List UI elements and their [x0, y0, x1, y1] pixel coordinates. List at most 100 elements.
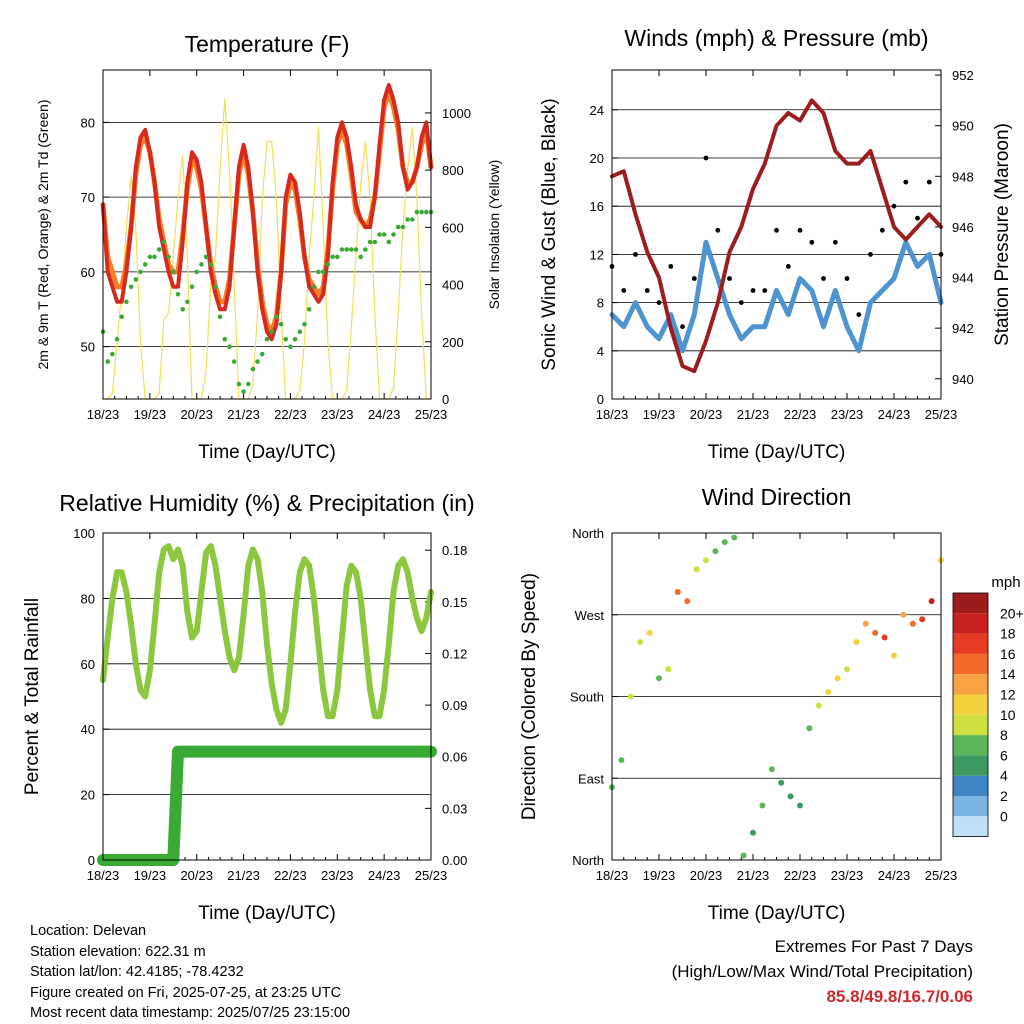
wind-direction-point — [759, 802, 766, 809]
dewpoint-point — [264, 336, 270, 342]
dewpoint-point — [316, 269, 321, 275]
y2-tick-label: 0.12 — [442, 646, 467, 661]
gust-point — [656, 300, 662, 305]
dewpoint-point — [292, 336, 298, 342]
station-info: Location: Delevan Station elevation: 622… — [30, 921, 350, 1024]
extremes-subtitle: (High/Low/Max Wind/Total Precipitation) — [671, 962, 973, 981]
gust-point — [868, 252, 873, 257]
wind-direction-point — [909, 620, 916, 627]
dewpoint-point — [185, 299, 190, 305]
legend-label: 14 — [1000, 666, 1016, 682]
dewpoint-point — [217, 314, 223, 320]
x-tick-label: 22/23 — [784, 407, 817, 422]
wind-direction-point — [806, 725, 813, 732]
panel-1: Temperature (F) Time (Day/UTC) 18/23 19/23 2… — [35, 31, 502, 463]
x-tick-label: 21/23 — [227, 868, 260, 883]
x-tick-label: 24/23 — [878, 407, 911, 422]
y-tick-label: 24 — [590, 103, 604, 118]
dewpoint-point — [410, 217, 415, 222]
y2-tick-label: 944 — [952, 271, 974, 286]
legend-label: 4 — [1000, 768, 1008, 784]
gust-point — [738, 300, 744, 305]
dewpoint-point — [133, 277, 139, 282]
gust-point — [903, 179, 909, 185]
wind-direction-point — [665, 666, 672, 673]
y2-tick-label: 600 — [442, 220, 464, 235]
legend-label: 18 — [1000, 626, 1016, 642]
legend-swatch — [953, 714, 988, 736]
x-tick-label: 25/23 — [415, 868, 448, 883]
dewpoint-point — [231, 359, 237, 364]
extremes-title: Extremes For Past 7 Days — [774, 937, 973, 956]
gust-point — [809, 239, 815, 245]
gust-point — [821, 276, 826, 281]
y-tick-label: North — [572, 853, 604, 868]
wind-direction-point — [834, 675, 841, 682]
dewpoint-point — [419, 209, 424, 215]
y-tick-label: 8 — [597, 296, 604, 311]
chart-title: Winds (mph) & Pressure (mb) — [624, 25, 928, 51]
dewpoint-point — [424, 209, 429, 215]
wind-direction-point — [712, 548, 719, 555]
wind-direction-point — [656, 675, 662, 682]
plot-frame — [102, 69, 432, 400]
panel-2: Winds (mph) & Pressure (mb) Time (Day/UTC… — [539, 25, 1013, 463]
legend-swatch — [953, 816, 988, 837]
legend-label: 12 — [1000, 687, 1016, 703]
wind-direction-point — [721, 539, 728, 546]
y-tick-label: 0 — [88, 853, 95, 868]
y2-tick-label: 0 — [442, 392, 449, 407]
dewpoint-point — [213, 284, 218, 290]
x-tick-label: 25/23 — [925, 407, 958, 422]
dewpoint-point — [227, 344, 232, 350]
dewpoint-point — [203, 254, 209, 260]
dewpoint-point — [414, 209, 420, 215]
precipitation-line — [97, 745, 437, 866]
dewpoint-point — [367, 239, 373, 245]
relative-humidity-line — [100, 543, 434, 726]
wind-direction-point — [891, 652, 897, 659]
dewpoint-point — [283, 336, 289, 342]
x-axis-label: Time (Day/UTC) — [708, 903, 846, 924]
t2m-line — [101, 83, 433, 342]
x-tick-label: 19/23 — [134, 868, 167, 883]
wind-direction-point — [825, 689, 832, 695]
wind-direction-point — [684, 598, 691, 605]
dewpoint-point — [349, 247, 354, 252]
y-tick-label: 20 — [81, 788, 95, 803]
dewpoint-point — [180, 307, 185, 312]
wind-direction-point — [815, 702, 822, 709]
dewpoint-point — [128, 284, 134, 290]
dewpoint-point — [156, 247, 162, 252]
legend-swatch — [953, 593, 988, 614]
y2-tick-label: 0.09 — [442, 698, 467, 713]
chart-title: Wind Direction — [702, 484, 852, 510]
dewpoint-point — [138, 269, 143, 275]
dewpoint-point — [255, 359, 260, 364]
x-tick-label: 20/23 — [180, 868, 213, 883]
x-tick-label: 25/23 — [415, 407, 448, 422]
dewpoint-point — [260, 351, 265, 357]
panel-3: Relative Humidity (%) & Precipitation (i… — [22, 490, 475, 924]
extremes-values: 85.8/49.8/16.7/0.06 — [826, 987, 973, 1006]
wind-direction-point — [618, 757, 625, 764]
plot-frame — [102, 532, 432, 861]
x-tick-label: 22/23 — [784, 868, 817, 883]
dewpoint-point — [381, 232, 387, 237]
y2-tick-label: 0.15 — [442, 595, 467, 610]
dewpoint-point — [250, 366, 256, 372]
legend-label: 6 — [1000, 747, 1008, 763]
wind-direction-point — [900, 611, 907, 618]
legend-swatch — [953, 613, 988, 634]
x-tick-label: 23/23 — [831, 868, 864, 883]
y-tick-label: North — [572, 526, 604, 541]
dewpoint-point — [363, 247, 368, 252]
x-tick-label: 20/23 — [180, 407, 213, 422]
y2-axis-label: Solar Insolation (Yellow) — [486, 160, 502, 310]
x-tick-label: 19/23 — [643, 407, 676, 422]
dewpoint-point — [241, 389, 246, 394]
gust-point — [621, 288, 627, 293]
sonic-wind-line — [609, 239, 944, 354]
legend-swatch — [953, 674, 988, 695]
y-tick-label: 100 — [73, 526, 95, 541]
